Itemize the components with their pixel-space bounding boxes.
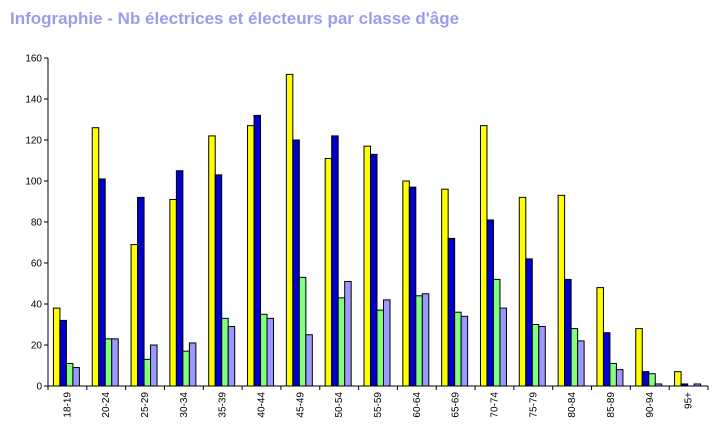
x-tick-label-90-94: 90-94 bbox=[645, 392, 656, 418]
y-tick-label-80: 80 bbox=[31, 218, 43, 229]
x-tick-label-25-29: 25-29 bbox=[140, 392, 151, 418]
x-tick-label-85-89: 85-89 bbox=[606, 392, 617, 418]
x-tick-label-35-39: 35-39 bbox=[218, 392, 229, 418]
bar-series1-20-24 bbox=[91, 127, 100, 387]
bar-series3-45-49 bbox=[298, 276, 307, 387]
x-tick-label-20-24: 20-24 bbox=[101, 392, 112, 418]
bar-series4-65-69 bbox=[460, 315, 469, 387]
bar-series3-60-64 bbox=[415, 295, 423, 387]
bar-series1-65-69 bbox=[441, 188, 449, 387]
x-tick-label-45-49: 45-49 bbox=[295, 392, 306, 418]
bar-series1-60-64 bbox=[402, 180, 410, 387]
bar-series3-40-44 bbox=[260, 313, 268, 387]
bar-series3-55-59 bbox=[376, 309, 384, 387]
bar-series4-55-59 bbox=[383, 299, 391, 387]
bar-series2-75-79 bbox=[525, 258, 533, 387]
bar-series4-18-19 bbox=[72, 367, 80, 387]
bar-series2-50-54 bbox=[331, 135, 339, 387]
bar-series1-40-44 bbox=[247, 125, 255, 387]
bar-series3-80-84 bbox=[570, 328, 579, 387]
bar-series2-65-69 bbox=[447, 237, 456, 387]
x-tick-label-55-59: 55-59 bbox=[373, 392, 384, 418]
bar-series4-40-44 bbox=[266, 317, 275, 387]
bar-series2-45-49 bbox=[292, 139, 300, 387]
bar-series1-25-29 bbox=[130, 244, 139, 387]
bar-series1-50-54 bbox=[324, 157, 333, 387]
bar-series4-30-34 bbox=[188, 342, 197, 387]
bar-series3-25-29 bbox=[143, 358, 152, 387]
y-tick-label-40: 40 bbox=[31, 300, 43, 311]
bar-series4-45-49 bbox=[305, 334, 313, 387]
bar-series4-35-39 bbox=[227, 326, 236, 387]
bar-series4-70-74 bbox=[499, 307, 507, 387]
bar-series2-90-94 bbox=[641, 371, 650, 387]
bar-series3-35-39 bbox=[221, 317, 229, 387]
bar-series1-90-94 bbox=[635, 328, 643, 387]
bar-series1-35-39 bbox=[208, 135, 216, 387]
bar-series4-50-54 bbox=[344, 280, 352, 387]
x-tick-label-70-74: 70-74 bbox=[489, 392, 500, 418]
x-tick-label-30-34: 30-34 bbox=[179, 392, 190, 418]
bar-series2-18-19 bbox=[59, 319, 67, 387]
y-tick-label-60: 60 bbox=[31, 259, 43, 270]
bar-series1-85-89 bbox=[596, 287, 604, 387]
x-tick-label-95+: 95+ bbox=[684, 392, 695, 409]
bars-layer bbox=[52, 73, 702, 387]
bar-series2-40-44 bbox=[253, 114, 262, 387]
bar-series3-65-69 bbox=[454, 311, 462, 387]
bar-series2-25-29 bbox=[137, 196, 145, 387]
bar-series4-20-24 bbox=[111, 338, 119, 387]
bar-series1-45-49 bbox=[285, 73, 294, 387]
bar-series4-85-89 bbox=[615, 369, 624, 387]
x-tick-label-80-84: 80-84 bbox=[567, 392, 578, 418]
bar-series3-20-24 bbox=[104, 338, 113, 387]
bar-series4-75-79 bbox=[538, 326, 546, 387]
y-tick-label-120: 120 bbox=[25, 136, 42, 147]
bar-series3-18-19 bbox=[65, 362, 74, 387]
bar-series3-50-54 bbox=[337, 297, 346, 387]
y-tick-label-100: 100 bbox=[25, 177, 42, 188]
bar-series3-70-74 bbox=[492, 278, 501, 387]
bar-series4-60-64 bbox=[421, 293, 430, 387]
x-tick-label-65-69: 65-69 bbox=[451, 392, 462, 418]
bar-series2-60-64 bbox=[408, 186, 417, 387]
x-tick-label-40-44: 40-44 bbox=[257, 392, 268, 418]
y-tick-label-0: 0 bbox=[36, 382, 42, 393]
bar-series2-85-89 bbox=[602, 332, 611, 387]
x-tick-label-75-79: 75-79 bbox=[528, 392, 539, 418]
bar-series1-80-84 bbox=[557, 194, 566, 387]
bar-series1-18-19 bbox=[52, 307, 61, 387]
x-tick-label-18-19: 18-19 bbox=[62, 392, 73, 418]
bar-series3-30-34 bbox=[182, 350, 190, 387]
bar-series2-80-84 bbox=[564, 278, 572, 387]
bar-series1-70-74 bbox=[479, 125, 488, 387]
bar-series2-70-74 bbox=[486, 219, 494, 387]
y-tick-label-20: 20 bbox=[31, 341, 43, 352]
bar-series1-55-59 bbox=[363, 145, 371, 387]
bar-series2-55-59 bbox=[370, 153, 378, 387]
y-tick-label-160: 160 bbox=[25, 54, 42, 65]
bar-series2-30-34 bbox=[175, 170, 184, 387]
bar-series2-20-24 bbox=[98, 178, 106, 387]
bar-series1-30-34 bbox=[169, 198, 177, 387]
bar-series3-75-79 bbox=[531, 324, 540, 387]
axes-layer: 0 20 40 60 80 100 120 140 160 18-19 20-24 25-29 30-3… bbox=[25, 54, 709, 418]
y-tick-label-140: 140 bbox=[25, 95, 42, 106]
bar-series3-90-94 bbox=[648, 373, 656, 387]
bar-series1-95+ bbox=[674, 371, 682, 387]
bar-series4-25-29 bbox=[150, 344, 158, 387]
bar-series4-80-84 bbox=[577, 340, 585, 387]
bar-series2-35-39 bbox=[214, 174, 223, 387]
x-tick-label-60-64: 60-64 bbox=[412, 392, 423, 418]
bar-series1-75-79 bbox=[518, 196, 527, 387]
x-tick-label-50-54: 50-54 bbox=[334, 392, 345, 418]
bar-series3-85-89 bbox=[609, 362, 617, 387]
chart-title: Infographie - Nb électrices et électeurs… bbox=[10, 9, 460, 28]
